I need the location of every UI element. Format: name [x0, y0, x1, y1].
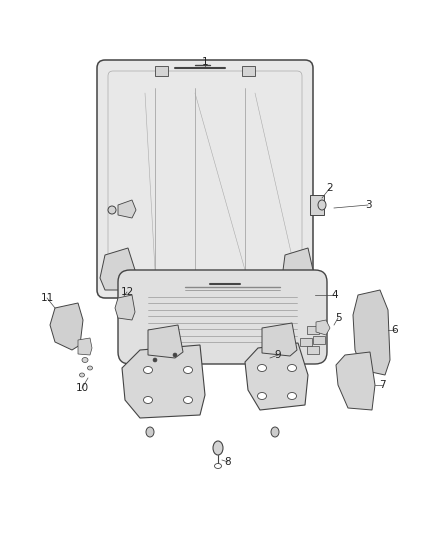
Ellipse shape: [80, 373, 85, 377]
Ellipse shape: [144, 397, 152, 403]
Ellipse shape: [318, 200, 326, 210]
Text: 1: 1: [201, 57, 208, 67]
Bar: [310, 195, 324, 215]
Polygon shape: [262, 323, 297, 356]
Ellipse shape: [173, 353, 177, 357]
Polygon shape: [282, 248, 313, 290]
Bar: [313, 336, 325, 344]
Polygon shape: [242, 66, 255, 76]
Ellipse shape: [287, 392, 297, 400]
Text: 4: 4: [332, 290, 338, 300]
Ellipse shape: [258, 365, 266, 372]
Ellipse shape: [287, 365, 297, 372]
Ellipse shape: [144, 367, 152, 374]
Text: 7: 7: [379, 380, 385, 390]
Bar: [300, 338, 312, 346]
Polygon shape: [50, 303, 83, 350]
Polygon shape: [245, 343, 308, 410]
Ellipse shape: [184, 367, 192, 374]
Polygon shape: [336, 352, 375, 410]
Polygon shape: [78, 338, 92, 355]
Polygon shape: [316, 320, 330, 335]
FancyBboxPatch shape: [97, 60, 313, 298]
Ellipse shape: [271, 427, 279, 437]
Ellipse shape: [153, 358, 157, 362]
Bar: [307, 346, 319, 354]
Ellipse shape: [213, 441, 223, 455]
Text: 2: 2: [327, 183, 333, 193]
Text: 11: 11: [40, 293, 53, 303]
Ellipse shape: [108, 206, 116, 214]
Bar: [307, 326, 319, 334]
Text: 5: 5: [335, 313, 341, 323]
Text: 3: 3: [365, 200, 371, 210]
Text: 10: 10: [75, 383, 88, 393]
Text: 6: 6: [392, 325, 398, 335]
Polygon shape: [115, 295, 135, 320]
Polygon shape: [155, 66, 168, 76]
Polygon shape: [148, 325, 183, 358]
Polygon shape: [118, 200, 136, 218]
Ellipse shape: [184, 397, 192, 403]
Ellipse shape: [258, 392, 266, 400]
Text: 9: 9: [275, 350, 281, 360]
FancyBboxPatch shape: [118, 270, 327, 364]
Polygon shape: [353, 290, 390, 375]
Polygon shape: [100, 248, 135, 290]
Ellipse shape: [88, 366, 92, 370]
Text: 12: 12: [120, 287, 134, 297]
Ellipse shape: [82, 358, 88, 362]
Text: 8: 8: [225, 457, 231, 467]
Ellipse shape: [146, 427, 154, 437]
Polygon shape: [122, 345, 205, 418]
